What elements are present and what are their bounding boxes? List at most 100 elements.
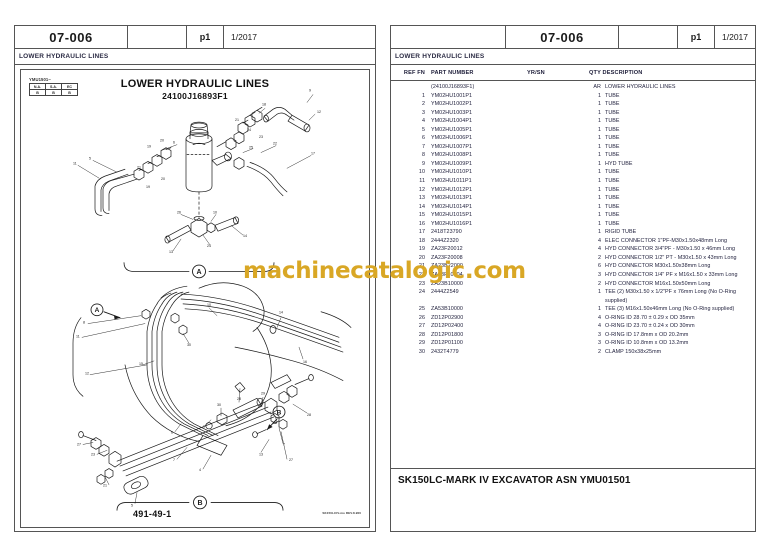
table-cell-qty: 3 [597, 340, 601, 347]
table-cell-part-number: YM02HU1016P1 [431, 220, 473, 227]
svg-text:22: 22 [273, 142, 277, 146]
right-section-bar: LOWER HYDRAULIC LINES [391, 49, 755, 65]
table-cell-qty: 1 [597, 126, 601, 133]
table-cell-description: TUBE [605, 152, 620, 159]
table-cell-description: CLAMP 150x38x25mm [605, 348, 662, 355]
table-cell-part-number: YM02HU1004P1 [431, 118, 473, 125]
table-cell-ref: 18 [418, 237, 425, 244]
table-row: 17 2418T23790 1 RIGID TUBE [391, 229, 755, 238]
drawing-number: 24100J16893F1 [162, 91, 228, 101]
table-cell-part-number: ZA23B10000 [431, 280, 463, 287]
table-cell-ref: 6 [421, 135, 425, 142]
column-header-yr-sn: YR/SN [527, 69, 545, 76]
svg-text:30: 30 [217, 403, 221, 407]
table-row: 7 YM02HU1007P1 1 TUBE [391, 144, 755, 153]
table-row: 19 ZA23F20012 4 HYD CONNECTOR 3/4"PF - M30x… [391, 246, 755, 255]
drawing-area: YMU1501~ N.A. S.A. EC B B B [15, 65, 375, 532]
table-cell-qty: 3 [597, 331, 601, 338]
table-cell-part-number: 2432T4779 [431, 348, 459, 355]
table-cell-qty: 1 [597, 169, 601, 176]
table-cell-qty: 1 [597, 109, 601, 116]
right-footer-block: SK150LC-MARK IV EXCAVATOR ASN YMU01501 [391, 468, 755, 531]
table-row: 29 ZD12P01100 3 O-RING ID 10.8mm x OD 13.2m… [391, 340, 755, 349]
svg-text:4: 4 [199, 468, 201, 472]
table-cell-description: TUBE [605, 135, 620, 142]
table-cell-qty: 2 [597, 254, 601, 261]
drawing-title-block: LOWER HYDRAULIC LINES 24100J16893F1 [21, 78, 369, 101]
table-row: 11 YM02HU1011P1 1 TUBE [391, 178, 755, 187]
table-cell-description: TUBE [605, 220, 620, 227]
table-row: 6 YM02HU1006P1 1 TUBE [391, 135, 755, 144]
table-cell-ref: 14 [418, 203, 425, 210]
drawing-title: LOWER HYDRAULIC LINES [120, 78, 270, 90]
right-header-blank [619, 26, 678, 48]
table-cell-description: O-RING ID 10.8mm x OD 13.2mm [605, 340, 689, 347]
left-header-tail [264, 26, 375, 48]
table-cell-description: TUBE [605, 178, 620, 185]
drawing-frame: YMU1501~ N.A. S.A. EC B B B [20, 69, 370, 528]
table-cell-part-number: YM02HU1013P1 [431, 195, 473, 202]
table-cell-ref: 19 [418, 246, 425, 253]
table-cell-qty: 4 [597, 323, 601, 330]
table-cell-description: supplied) [605, 297, 628, 304]
table-cell-ref: 21 [418, 263, 425, 270]
machine-model-title: SK150LC-MARK IV EXCAVATOR ASN YMU01501 [398, 475, 631, 486]
table-cell-qty: 1 [597, 229, 601, 236]
table-cell-qty: 1 [597, 203, 601, 210]
table-cell-description: O-RING ID 17.8mm x OD 20.2mm [605, 331, 689, 338]
left-header-page: p1 [187, 26, 224, 48]
svg-text:27: 27 [289, 458, 293, 462]
table-row: 30 2432T4779 2 CLAMP 150x38x25mm [391, 349, 755, 358]
svg-text:19: 19 [147, 145, 151, 149]
table-cell-part-number: YM02HU1002P1 [431, 101, 473, 108]
table-cell-part-number: ZA23F10004 [431, 272, 463, 279]
table-row: 15 YM02HU1015P1 1 TUBE [391, 212, 755, 221]
table-cell-description: TEE (2) M30x1.50 x 1/2"PF x 76mm Long (N… [605, 289, 737, 296]
table-cell-part-number: YM02HU1006P1 [431, 135, 473, 142]
table-cell-description: TUBE [605, 169, 620, 176]
left-header-blank [128, 26, 187, 48]
table-row: 16 YM02HU1016P1 1 TUBE [391, 221, 755, 230]
table-row: 28 ZD12P01800 3 O-RING ID 17.8mm x OD 20.2m… [391, 332, 755, 341]
svg-text:29: 29 [261, 391, 265, 395]
table-cell-description: TUBE [605, 109, 620, 116]
svg-text:10: 10 [207, 303, 211, 307]
table-cell-ref: 11 [419, 178, 425, 185]
table-cell-qty: 2 [597, 348, 601, 355]
right-page-header: 07-006 p1 1/2017 [391, 26, 755, 49]
model-applicability-box: YMU1501~ N.A. S.A. EC B B B [29, 77, 78, 96]
table-cell-qty: 1 [597, 118, 601, 125]
table-cell-ref: 28 [418, 331, 425, 338]
table-cell-ref: 13 [418, 195, 425, 202]
column-header-ref-fn: REF FN [403, 69, 425, 76]
svg-text:23: 23 [259, 135, 263, 139]
table-cell-ref: 23 [418, 280, 425, 287]
table-cell-ref: 17 [418, 229, 425, 236]
table-cell-part-number: YM02HU1011P1 [431, 178, 472, 185]
table-cell-part-number: 2444Z2320 [431, 237, 459, 244]
main-routing-view: A B 8 11 12 15 30 1 [73, 283, 351, 456]
table-cell-part-number: (24100J16893F1) [431, 84, 475, 90]
table-cell-part-number: YM02HU1005P1 [431, 126, 473, 133]
table-row: 24 2444Z2549 1 TEE (2) M30x1.50 x 1/2"PF x … [391, 289, 755, 298]
table-cell-description: TEE (3) M16x1.50x46mm Long (No O-Ring su… [605, 306, 735, 313]
parts-table-body: (24100J16893F1) AR LOWER HYDRAULIC LINES 1 Y… [391, 81, 755, 490]
table-cell-description: HYD CONNECTOR 1/4" PF x M16x1.50 x 33mm … [605, 272, 738, 279]
svg-text:5: 5 [89, 156, 91, 160]
table-cell-description: HYD CONNECTOR M16x1.50x50mm Long [605, 280, 711, 287]
svg-text:21: 21 [235, 118, 239, 122]
table-cell-qty: 4 [597, 314, 601, 321]
table-cell-description: ELEC CONNECTOR 1"PF-M30x1.50x48mm Long [605, 237, 728, 244]
table-cell-part-number: ZA23F20008 [431, 254, 463, 261]
table-cell-part-number: ZA53B10000 [431, 306, 463, 313]
table-cell-part-number: ZA23F20012 [431, 246, 463, 253]
table-cell-part-number: ZD12P01800 [431, 331, 464, 338]
table-row: 13 YM02HU1013P1 1 TUBE [391, 195, 755, 204]
svg-text:13: 13 [169, 250, 173, 254]
table-cell-qty: 4 [597, 246, 601, 253]
svg-text:28: 28 [307, 413, 311, 417]
table-cell-ref: 29 [418, 340, 425, 347]
table-cell-part-number: ZA23B22000 [431, 263, 463, 270]
table-row: 10 YM02HU1010P1 1 TUBE [391, 169, 755, 178]
table-cell-description: HYD CONNECTOR M30x1.50x38mm Long [605, 263, 711, 270]
